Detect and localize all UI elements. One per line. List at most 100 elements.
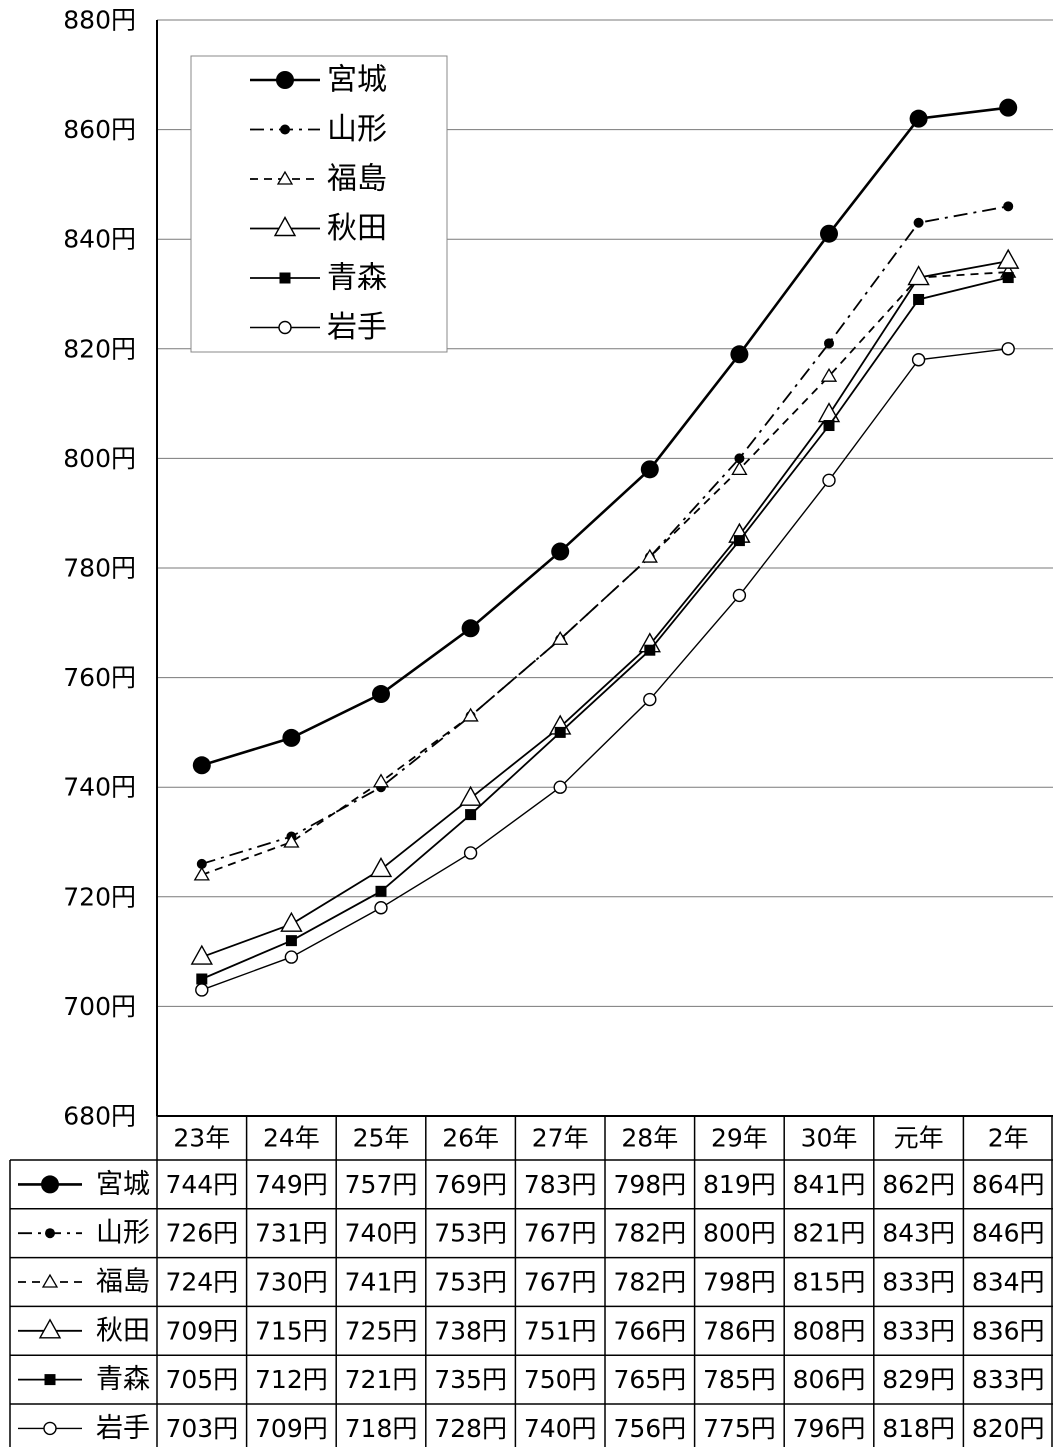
table-row-label: 秋田 [96, 1315, 150, 1346]
table-cell-value: 800円 [703, 1219, 776, 1248]
table-cell-value: 767円 [524, 1268, 597, 1297]
y-tick-label: 760円 [63, 663, 136, 692]
data-point [283, 833, 300, 848]
data-point [280, 911, 303, 932]
series-line [201, 271, 1009, 876]
table-cell-value: 798円 [703, 1268, 776, 1297]
data-point [282, 728, 301, 747]
table-cell-value: 757円 [345, 1170, 418, 1199]
data-point [192, 756, 211, 775]
table-cell-value: 829円 [882, 1365, 955, 1394]
table-cell-value: 753円 [434, 1219, 507, 1248]
x-tick-label: 30年 [801, 1124, 858, 1153]
table-cell-value: 833円 [972, 1365, 1045, 1394]
y-tick-label: 820円 [63, 334, 136, 363]
table-cell-value: 841円 [793, 1170, 866, 1199]
series-4 [196, 272, 1014, 985]
data-point [285, 935, 297, 947]
table-cell-value: 834円 [972, 1268, 1045, 1297]
data-point [734, 453, 745, 464]
data-point [374, 901, 388, 915]
y-tick-label: 740円 [63, 773, 136, 802]
table-cell-value: 846円 [972, 1219, 1045, 1248]
data-point [193, 866, 210, 881]
y-tick-label: 780円 [63, 554, 136, 583]
table-cell-value: 709円 [255, 1414, 328, 1443]
y-tick-label: 800円 [63, 444, 136, 473]
table-cell-value: 726円 [165, 1219, 238, 1248]
series-line [201, 348, 1009, 991]
table-cell-value: 749円 [255, 1170, 328, 1199]
series-line [201, 276, 1009, 980]
data-point [459, 785, 482, 806]
data-point [822, 473, 836, 488]
legend-marker [280, 124, 290, 135]
table-row-marker [44, 1374, 56, 1386]
series-line [201, 260, 1009, 958]
data-point [999, 98, 1018, 117]
table-cell-value: 833円 [882, 1316, 955, 1345]
table-cell-value: 725円 [345, 1316, 418, 1345]
data-point [195, 983, 209, 997]
table-row-marker [43, 1421, 57, 1436]
data-point [284, 950, 299, 964]
data-point [463, 846, 478, 860]
table-row-marker [41, 1273, 59, 1288]
y-tick-label: 840円 [63, 225, 136, 254]
data-point [913, 217, 924, 228]
x-tick-label: 26年 [442, 1124, 499, 1153]
data-point [190, 944, 213, 965]
table-cell-value: 783円 [524, 1170, 597, 1199]
table-cell-value: 721円 [345, 1365, 418, 1394]
data-point [733, 535, 745, 547]
table-cell-value: 750円 [524, 1365, 597, 1394]
table-cell-value: 715円 [255, 1316, 328, 1345]
legend-label: 青森 [327, 261, 387, 296]
series-line [201, 106, 1009, 767]
data-point [730, 345, 749, 364]
table-row-label: 青森 [96, 1364, 150, 1395]
table-cell-value: 775円 [703, 1414, 776, 1443]
data-point [641, 548, 658, 563]
table-cell-value: 821円 [793, 1219, 866, 1248]
data-point [911, 353, 926, 367]
table-row-label: 山形 [96, 1218, 150, 1249]
data-point [196, 973, 208, 985]
legend-label: 岩手 [327, 310, 387, 345]
table-cell-value: 705円 [165, 1365, 238, 1394]
data-point [997, 248, 1020, 269]
table-cell-value: 731円 [255, 1219, 328, 1248]
table-cell-value: 819円 [703, 1170, 776, 1199]
table-cell-value: 785円 [703, 1365, 776, 1394]
data-point [551, 542, 570, 561]
data-point [824, 338, 834, 349]
y-tick-label: 680円 [63, 1102, 136, 1131]
x-tick-label: 29年 [711, 1124, 768, 1153]
data-point [462, 707, 479, 722]
data-point [644, 644, 656, 656]
table-cell-value: 741円 [345, 1268, 418, 1297]
y-axis: 680円 700円 720円 740円 760円 780円 800円 820円 840円 860円… [63, 6, 1053, 1131]
table-cell-value: 796円 [793, 1414, 866, 1443]
data-point [465, 809, 477, 821]
table-cell-value: 782円 [613, 1219, 686, 1248]
table-cell-value: 744円 [165, 1170, 238, 1199]
legend-marker [279, 272, 291, 284]
data-point [553, 780, 567, 794]
x-tick-label: 2年 [988, 1124, 1029, 1153]
table-cell-value: 709円 [165, 1316, 238, 1345]
data-point [196, 858, 207, 869]
legend-box [190, 55, 448, 353]
data-point [369, 856, 393, 878]
x-tick-label: 27年 [532, 1124, 589, 1153]
data-point [1003, 201, 1014, 212]
table-cell-value: 864円 [972, 1170, 1045, 1199]
table-cell-value: 753円 [434, 1268, 507, 1297]
x-tick-label: 28年 [621, 1124, 678, 1153]
data-point [731, 461, 748, 476]
table-cell-value: 735円 [434, 1365, 507, 1394]
table-row-marker [38, 1318, 62, 1339]
